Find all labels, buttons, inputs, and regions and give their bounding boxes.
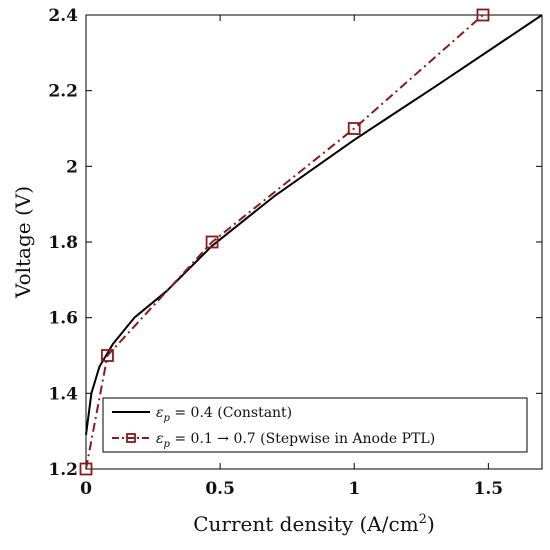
y-axis: 1.2 1.4 1.6 1.8 2 2.2 2.4 <box>48 6 542 480</box>
series-line-2 <box>85 14 484 470</box>
y-tick-label: 1.8 <box>48 233 78 253</box>
series-2-point <box>205 235 219 249</box>
series-2-point <box>101 349 114 362</box>
legend-label-stepwise: εp = 0.1 → 0.7 (Stepwise in Anode PTL) <box>156 431 435 450</box>
x-tick-label: 0.5 <box>205 479 235 499</box>
series-layer <box>79 8 543 476</box>
plot-area <box>85 14 543 470</box>
series-2-point <box>347 122 361 135</box>
legend-label-constant: εp = 0.4 (Constant) <box>156 405 292 424</box>
legend-box <box>102 397 528 453</box>
y-tick-label: 2.4 <box>48 6 78 26</box>
legend-marker-stepwise <box>126 433 136 443</box>
series-line-1 <box>85 14 543 436</box>
y-tick-label: 2.2 <box>48 82 78 102</box>
series-2-point <box>79 462 93 476</box>
y-axis-title: Voltage (V) <box>11 186 35 299</box>
legend: εp = 0.4 (Constant) εp = 0.1 → 0.7 (Step… <box>102 397 528 453</box>
y-tick-label: 2 <box>66 157 78 177</box>
x-axis-title: Current density (A/cm2) <box>193 512 435 536</box>
series-2-point <box>476 8 490 22</box>
y-tick-label: 1.4 <box>48 384 78 404</box>
x-tick-label: 1.5 <box>474 479 504 499</box>
y-tick-label: 1.6 <box>48 309 78 329</box>
x-tick-label: 1 <box>348 479 360 499</box>
x-tick-label: 0 <box>80 479 92 499</box>
y-tick-label: 1.2 <box>48 460 78 480</box>
